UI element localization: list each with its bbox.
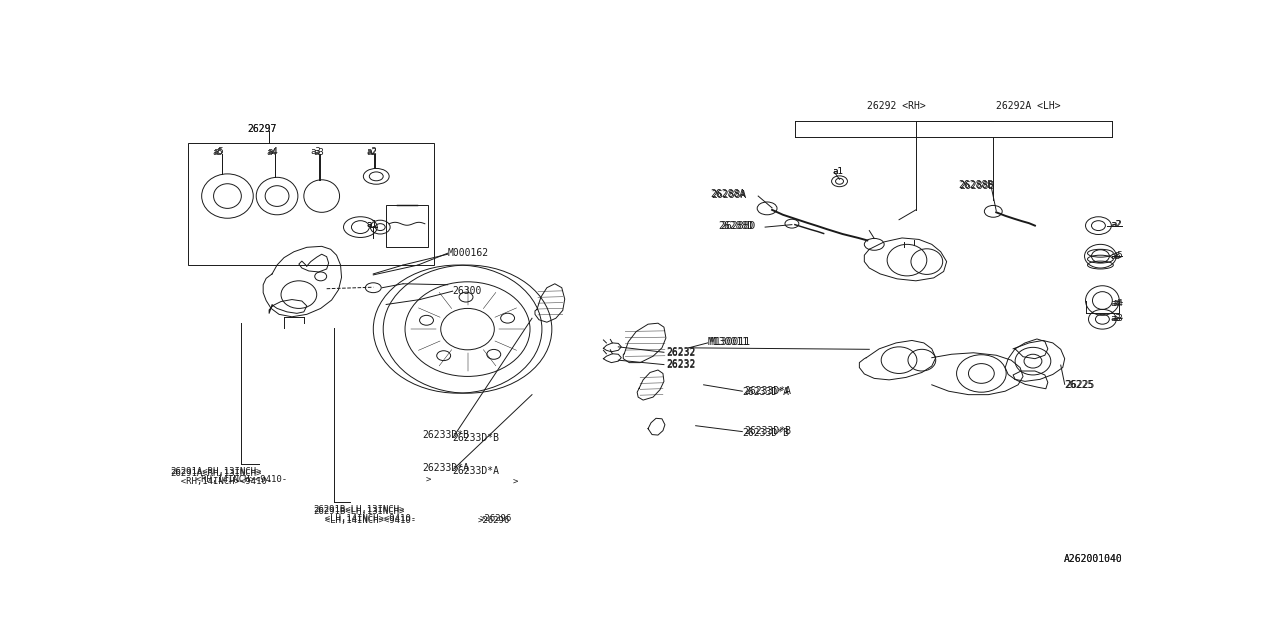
Text: 26233D*A: 26233D*A xyxy=(422,463,468,472)
Text: 26233D*A: 26233D*A xyxy=(742,387,790,397)
Text: 26291A<RH,13INCH>: 26291A<RH,13INCH> xyxy=(170,468,261,477)
Text: >: > xyxy=(426,476,431,484)
Text: 26297: 26297 xyxy=(247,124,276,134)
Text: >: > xyxy=(512,477,517,486)
Text: 26291B<LH,13INCH>: 26291B<LH,13INCH> xyxy=(314,505,406,514)
Text: 26292 <RH>: 26292 <RH> xyxy=(868,101,925,111)
Text: 26233D*B: 26233D*B xyxy=(453,433,499,442)
Text: a4: a4 xyxy=(1112,299,1123,308)
Text: 26291A<RH,13INCH>: 26291A<RH,13INCH> xyxy=(170,467,261,476)
Text: 26232: 26232 xyxy=(666,347,695,356)
Text: a2: a2 xyxy=(366,148,378,157)
Text: a4: a4 xyxy=(268,147,278,156)
Text: 26288D: 26288D xyxy=(721,221,755,231)
Text: >26296: >26296 xyxy=(477,516,509,525)
Text: a1: a1 xyxy=(366,220,378,229)
Text: a2: a2 xyxy=(1110,220,1121,229)
Text: M130011: M130011 xyxy=(708,337,749,347)
Text: 26233D*B: 26233D*B xyxy=(422,430,468,440)
Text: 26292A <LH>: 26292A <LH> xyxy=(996,101,1061,111)
Text: a3: a3 xyxy=(311,147,321,156)
Text: a5: a5 xyxy=(1112,251,1123,260)
Text: a1: a1 xyxy=(832,167,844,176)
Text: a2: a2 xyxy=(366,147,378,156)
Text: 26233D*B: 26233D*B xyxy=(744,426,791,436)
Text: 26232: 26232 xyxy=(666,348,695,358)
Text: >26296: >26296 xyxy=(480,514,512,523)
Text: a4: a4 xyxy=(1110,299,1121,308)
Text: 26288A: 26288A xyxy=(712,190,746,200)
Text: 26300: 26300 xyxy=(453,286,483,296)
Text: 26297: 26297 xyxy=(247,124,276,134)
Text: a3: a3 xyxy=(1112,314,1123,323)
Text: M000162: M000162 xyxy=(448,248,489,258)
Text: 26233D*A: 26233D*A xyxy=(453,466,499,476)
Text: a2: a2 xyxy=(1111,220,1123,229)
Text: a1: a1 xyxy=(366,220,378,229)
Text: M130011: M130011 xyxy=(709,337,750,347)
Text: a3: a3 xyxy=(314,148,325,157)
Text: a5: a5 xyxy=(214,147,224,156)
Text: a5: a5 xyxy=(1110,252,1121,260)
Text: 26233D*A: 26233D*A xyxy=(744,386,791,396)
Text: a5: a5 xyxy=(212,148,223,157)
Text: <LH,14INCH><9410-: <LH,14INCH><9410- xyxy=(314,516,416,525)
Text: 26291B<LH,13INCH>: 26291B<LH,13INCH> xyxy=(314,507,406,516)
Text: A262001040: A262001040 xyxy=(1064,554,1123,564)
Text: 26225: 26225 xyxy=(1065,380,1094,390)
Text: 26232: 26232 xyxy=(666,360,695,370)
Text: 26225: 26225 xyxy=(1066,380,1096,390)
Text: 26233D*B: 26233D*B xyxy=(742,428,790,438)
Text: 26232: 26232 xyxy=(666,358,695,369)
Text: A262001040: A262001040 xyxy=(1064,554,1123,564)
Text: 26288B: 26288B xyxy=(960,181,995,191)
Text: <RH,14INCH><9410-: <RH,14INCH><9410- xyxy=(170,477,273,486)
Text: a3: a3 xyxy=(1110,314,1121,323)
Text: 26288B: 26288B xyxy=(959,180,993,190)
Text: 26288A: 26288A xyxy=(710,189,746,199)
Text: <RH,14INCH><9410-: <RH,14INCH><9410- xyxy=(184,476,287,484)
Bar xyxy=(188,143,434,265)
Text: <LH,14INCH><9410-: <LH,14INCH><9410- xyxy=(314,514,416,523)
Bar xyxy=(387,205,428,247)
Text: a4: a4 xyxy=(266,148,276,157)
Text: a1: a1 xyxy=(832,167,844,176)
Text: 26288D: 26288D xyxy=(718,221,754,230)
